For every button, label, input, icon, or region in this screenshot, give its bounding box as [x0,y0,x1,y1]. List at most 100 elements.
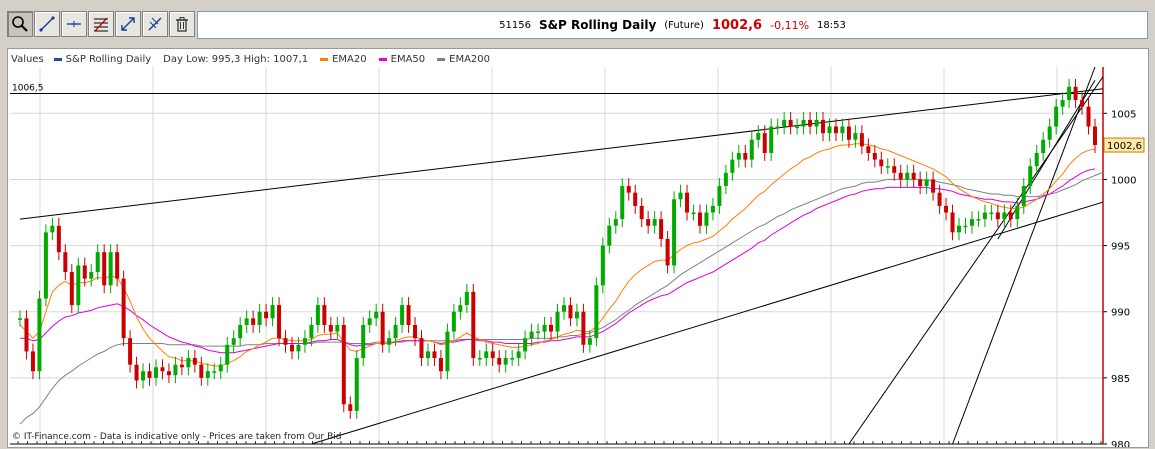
price-bar [587,338,592,345]
instrument-type: (Future) [664,19,704,31]
price-bar [141,371,146,381]
price-bar [1054,106,1059,127]
price-bar [63,252,68,273]
legend-ema20-label: EMA20 [332,53,367,65]
price-bar [387,338,392,345]
price-bar [963,225,968,228]
price-bar [179,364,184,368]
price-bar [853,133,858,140]
fibonacci-tool-button[interactable] [88,11,114,37]
trendline-tool-button[interactable] [142,11,168,37]
price-bar [1093,126,1097,146]
chart-panel[interactable]: 980 985 990 995 1000 1005 1006,5 1002,6 Values … [7,48,1149,448]
price-bar [1015,205,1020,220]
price-bar [69,272,74,306]
legend-day-range: Day Low: 995,3 High: 1007,1 [163,54,308,65]
price-bar [244,318,249,325]
price-bar [736,152,741,160]
price-bar [516,351,521,359]
price-bar [270,305,275,319]
price-bar [192,358,197,365]
trendline-fan-line-1 [848,75,1103,444]
price-bar [257,311,262,325]
last-price: 1002,6 [711,17,763,33]
legend-range-label: Day Low: 995,3 High: 1007,1 [163,53,309,65]
toolbar [7,10,195,40]
price-bar [924,179,929,187]
price-bar [56,225,61,253]
price-bar [264,311,269,319]
price-bar [620,186,625,220]
price-bar [626,186,631,193]
price-bar [218,364,223,372]
horizontal-line-tool-button[interactable] [61,11,87,37]
price-bar [147,371,152,378]
price-bar [808,119,813,127]
price-bar [354,358,359,411]
price-bar [108,252,113,286]
price-bar [445,331,450,372]
price-bar [989,212,994,215]
price-bar [341,324,346,405]
price-bar [393,324,398,339]
price-bar [652,219,657,226]
quote-time: 18:53 [817,19,846,31]
price-bar [1073,86,1078,101]
instrument-header: 51156 S&P Rolling Daily (Future) 1002,6 … [197,11,1148,39]
trash-tool-button[interactable] [169,11,195,37]
price-bar [957,225,962,233]
price-bar [296,344,301,352]
price-bar [568,305,573,319]
price-bar [335,324,340,332]
price-bar [471,291,476,359]
price-bar [37,298,42,372]
price-bar [549,324,554,332]
price-bar [458,305,463,312]
price-bar [976,219,981,221]
price-bar [1034,152,1039,167]
price-bar [419,338,424,359]
price-bar [231,338,236,345]
disclaimer: © IT-Finance.com - Data is indicative on… [12,432,342,442]
draw-line-tool-button[interactable] [34,11,60,37]
price-chart[interactable]: 980 985 990 995 1000 1005 1006,5 1002,6 [8,49,1148,447]
price-bar [769,126,774,153]
price-bar [801,119,806,127]
price-bar [43,232,48,299]
draw-line-icon [39,16,55,32]
price-bar [1080,100,1085,107]
price-bar [484,351,489,359]
price-bar [931,179,936,193]
price-bar [574,311,579,319]
price-bar [995,212,1000,220]
price-bar [788,119,793,127]
price-bar [859,133,864,147]
price-bar [555,311,560,332]
trendline-icon [148,17,162,31]
price-bar [1002,212,1007,220]
price-bar [918,179,923,187]
price-bar [18,318,22,320]
price-bar [186,358,191,368]
price-bar [477,358,482,360]
price-bar [646,219,651,226]
price-bar [89,272,94,279]
price-bar [866,146,871,153]
price-bar [756,133,761,140]
trendline-upper-channel [19,88,1103,220]
y-tick-label: 985 [1111,374,1130,385]
y-tick-label: 1005 [1111,109,1136,120]
price-bar [1021,186,1026,206]
price-bar [775,126,780,129]
price-bar [542,324,547,332]
price-bar [743,152,748,160]
arrows-tool-button[interactable] [115,11,141,37]
price-bar [840,126,845,134]
zoom-tool-button[interactable] [7,11,33,37]
price-bar [251,318,256,325]
price-bar [406,305,411,325]
price-bar [464,291,469,306]
price-bar [425,351,430,359]
trendline-fan-line-2 [952,67,1096,444]
price-bar [199,364,204,378]
